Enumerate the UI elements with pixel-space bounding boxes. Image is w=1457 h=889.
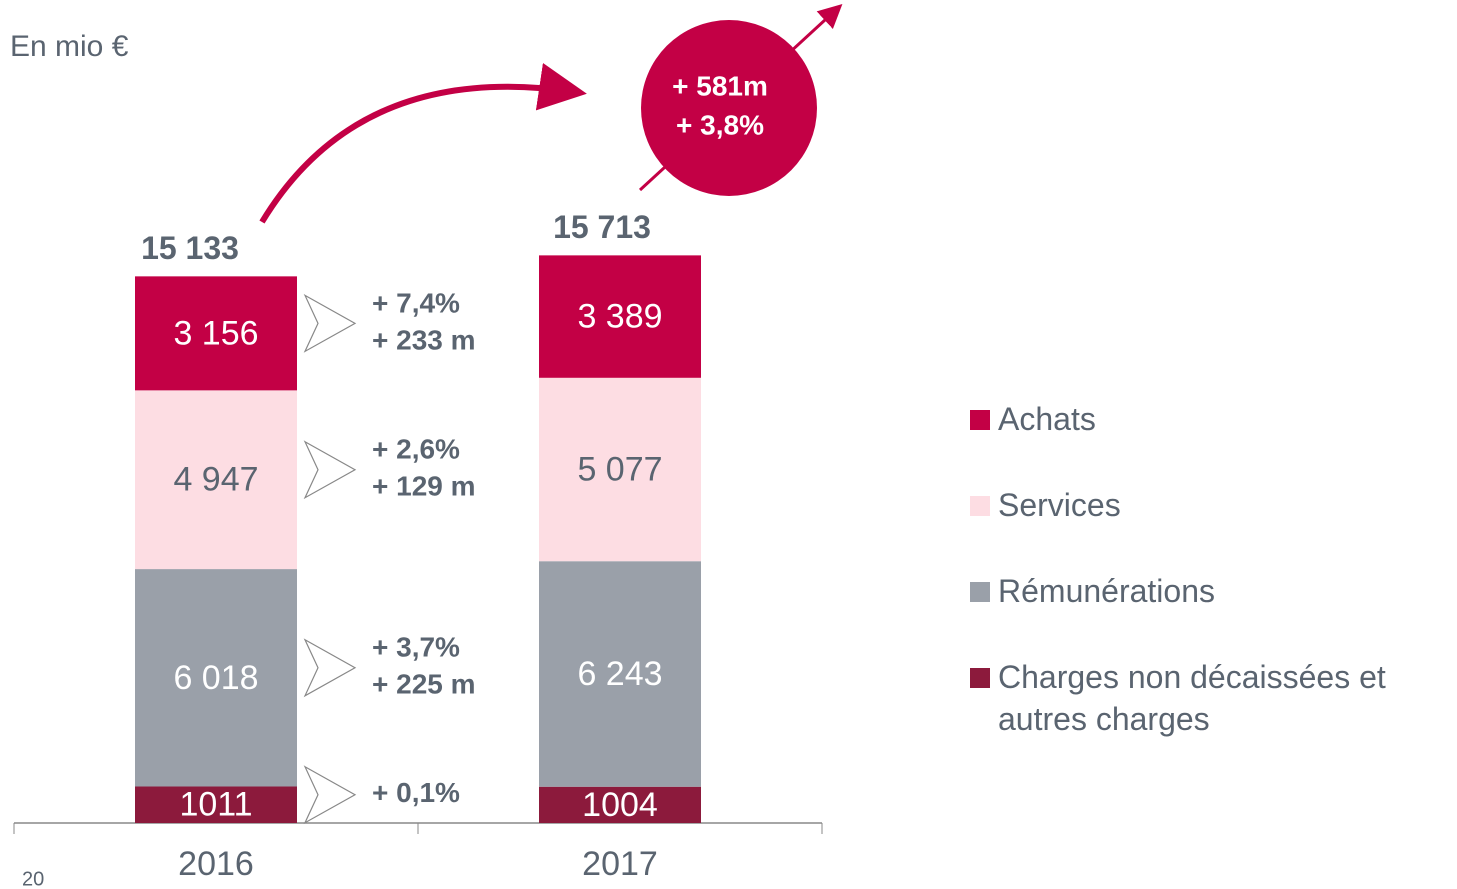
total-change: + 581m xyxy=(672,70,768,101)
legend-label: Services xyxy=(998,487,1121,523)
value-label: 6 243 xyxy=(577,655,662,693)
value-label: 1011 xyxy=(179,786,252,824)
change-label: + 3,7% xyxy=(372,632,460,663)
bar-segment xyxy=(539,786,701,823)
total-change: + 3,8% xyxy=(676,109,764,140)
change-label: + 7,4% xyxy=(372,287,460,318)
legend-item: Achats xyxy=(968,398,1453,440)
change-label: + 225 m xyxy=(372,669,476,700)
unit-label: En mio € xyxy=(10,30,129,63)
legend-swatch xyxy=(970,496,990,516)
value-label: 1004 xyxy=(582,786,658,824)
value-label: 3 389 xyxy=(577,298,662,336)
total-label: 15 713 xyxy=(553,209,651,245)
change-label: + 129 m xyxy=(372,471,476,502)
legend-item: Services xyxy=(968,484,1453,526)
bar-segment xyxy=(539,255,701,378)
legend-item: Rémunérations xyxy=(968,570,1453,612)
change-bubble xyxy=(641,20,817,196)
total-label: 15 133 xyxy=(141,230,239,266)
growth-arrow xyxy=(259,62,587,224)
value-label: 6 018 xyxy=(173,659,258,697)
bar-segment xyxy=(539,561,701,787)
bar-segment xyxy=(539,377,701,562)
x-tick-label: 2017 xyxy=(582,845,658,883)
change-label: + 233 m xyxy=(372,324,476,355)
bar-segment xyxy=(135,276,297,391)
bar-segment xyxy=(135,390,297,570)
chevron xyxy=(303,293,357,353)
chevron xyxy=(303,765,357,825)
bar-segment xyxy=(135,786,297,823)
change-label: + 0,1% xyxy=(372,777,460,808)
legend-swatch xyxy=(970,410,990,430)
legend-label: Achats xyxy=(998,401,1096,437)
legend: Achats Services Rémunérations Charges non d… xyxy=(968,398,1453,784)
x-tick-label: 2016 xyxy=(178,845,254,883)
chevron xyxy=(303,440,357,500)
legend-swatch xyxy=(970,668,990,688)
value-label: 4 947 xyxy=(173,461,258,499)
chevron xyxy=(303,638,357,698)
value-label: 5 077 xyxy=(577,450,662,488)
legend-label: Charges non décaissées et autres charges xyxy=(998,659,1386,737)
page-number: 20 xyxy=(22,868,44,889)
legend-item: Charges non décaissées et autres charges xyxy=(968,656,1453,740)
bar-segment xyxy=(135,569,297,787)
change-label: + 2,6% xyxy=(372,434,460,465)
legend-label: Rémunérations xyxy=(998,573,1215,609)
legend-swatch xyxy=(970,582,990,602)
value-label: 3 156 xyxy=(173,314,258,352)
